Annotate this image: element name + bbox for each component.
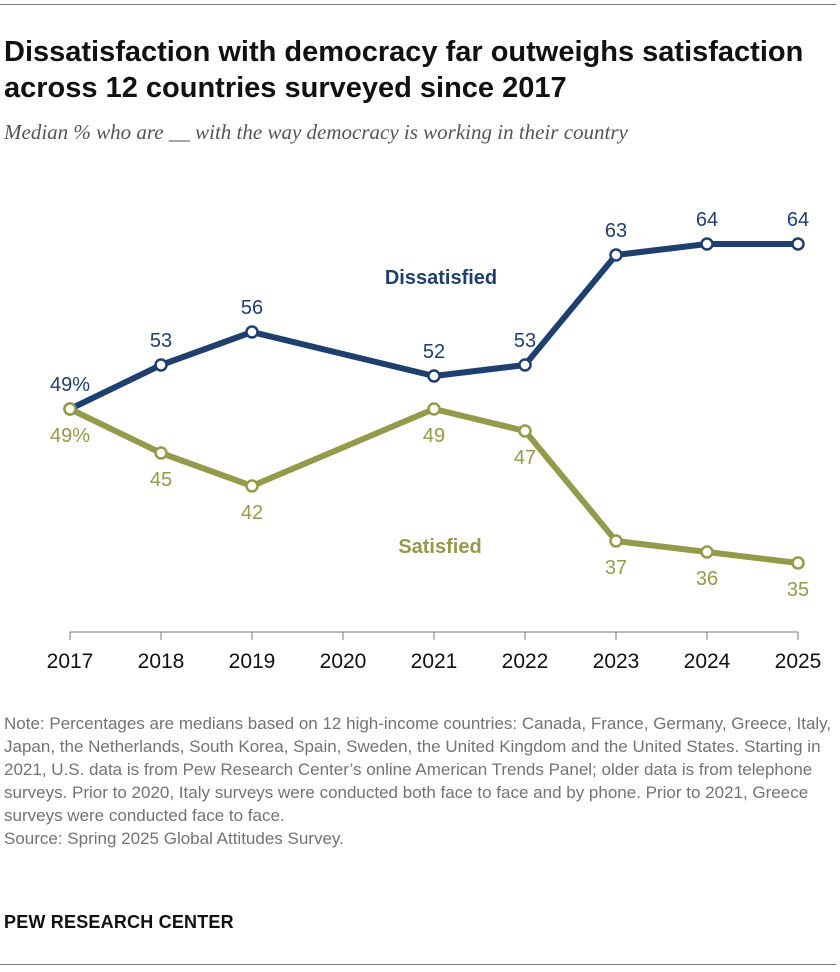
- data-point-dissatisfied: [154, 358, 168, 372]
- data-point-satisfied: [245, 479, 259, 493]
- data-label-satisfied: 47: [514, 447, 536, 469]
- x-tick-label: 2024: [684, 650, 731, 673]
- data-point-satisfied: [427, 402, 441, 416]
- data-label-dissatisfied: 56: [241, 297, 263, 319]
- data-point-dissatisfied: [700, 237, 714, 251]
- bottom-rule: [0, 964, 836, 965]
- data-label-satisfied: 42: [241, 502, 263, 524]
- source-text: Source: Spring 2025 Global Attitudes Sur…: [4, 829, 344, 848]
- chart-title: Dissatisfaction with democracy far outwe…: [4, 36, 804, 104]
- series-line-dissatisfied: [67, 241, 801, 412]
- data-point-dissatisfied: [791, 237, 805, 251]
- x-tick-label: 2018: [138, 650, 185, 673]
- data-label-dissatisfied: 64: [696, 209, 718, 231]
- x-tick-label: 2019: [229, 650, 276, 673]
- series-line-satisfied: [67, 406, 801, 566]
- data-label-dissatisfied: 52: [423, 341, 445, 363]
- x-tick-label: 2023: [593, 650, 640, 673]
- data-label-dissatisfied: 49%: [50, 374, 90, 396]
- chart-note: Note: Percentages are medians based on 1…: [4, 712, 834, 850]
- data-point-satisfied: [63, 402, 77, 416]
- data-label-satisfied: 35: [787, 579, 809, 601]
- top-rule: [0, 4, 836, 5]
- data-point-dissatisfied: [609, 248, 623, 262]
- data-point-dissatisfied: [518, 358, 532, 372]
- data-point-dissatisfied: [427, 369, 441, 383]
- x-tick-label: 2020: [320, 650, 367, 673]
- data-point-satisfied: [518, 424, 532, 438]
- data-point-dissatisfied: [245, 325, 259, 339]
- data-label-satisfied: 45: [150, 469, 172, 491]
- series-name-satisfied: Satisfied: [398, 536, 481, 558]
- data-label-dissatisfied: 53: [150, 330, 172, 352]
- data-label-dissatisfied: 53: [514, 330, 536, 352]
- note-text: Note: Percentages are medians based on 1…: [4, 714, 832, 825]
- data-label-satisfied: 37: [605, 557, 627, 579]
- data-label-dissatisfied: 64: [787, 209, 809, 231]
- brand-label: PEW RESEARCH CENTER: [4, 912, 234, 932]
- x-tick-label: 2021: [411, 650, 458, 673]
- x-tick-label: 2025: [775, 650, 822, 673]
- data-point-satisfied: [700, 545, 714, 559]
- data-label-satisfied: 49: [423, 425, 445, 447]
- x-tick-label: 2022: [502, 650, 549, 673]
- x-tick-label: 2017: [47, 650, 94, 673]
- data-label-dissatisfied: 63: [605, 220, 627, 242]
- series-name-dissatisfied: Dissatisfied: [385, 267, 497, 289]
- line-chart: 2017 2018 2019 2020 2021 2022 2023 2024 2025 49% 5…: [47, 209, 822, 673]
- data-point-satisfied: [154, 446, 168, 460]
- data-label-satisfied: 49%: [50, 425, 90, 447]
- data-point-satisfied: [609, 534, 623, 548]
- data-label-satisfied: 36: [696, 568, 718, 590]
- chart-subtitle: Median % who are __ with the way democra…: [4, 120, 628, 144]
- data-point-satisfied: [791, 556, 805, 570]
